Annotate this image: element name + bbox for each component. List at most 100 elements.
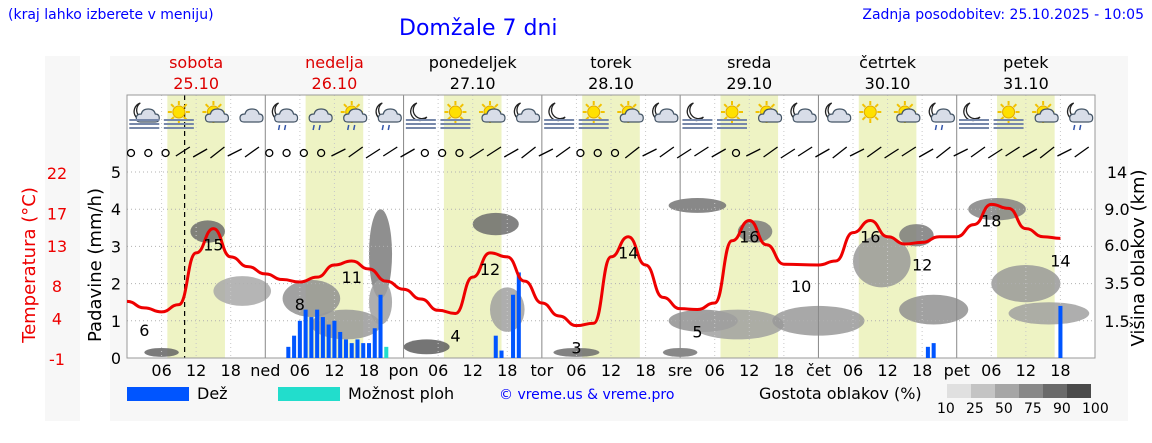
day-name: nedelja: [305, 53, 364, 72]
legend-rain-label: Dež: [197, 384, 228, 403]
wind-calm-marker: [265, 148, 274, 158]
sun-cloud-icon: [479, 101, 506, 123]
density-tick: 100: [1082, 401, 1109, 417]
wind-calm-marker: [161, 148, 170, 158]
moon-cloud-rain-icon: [375, 102, 402, 131]
legend-rain: Dež: [127, 384, 228, 403]
day-name: sreda: [727, 53, 771, 72]
hour-tick: 18: [774, 361, 794, 380]
precip-tick: 2: [111, 275, 121, 294]
rain-bar: [931, 343, 936, 358]
cloud-height-tick: 6.0: [1104, 236, 1129, 255]
rain-bar: [309, 317, 314, 358]
wind-barb: [1074, 146, 1090, 158]
density-tick: 50: [995, 401, 1013, 417]
hour-tick: 18: [359, 361, 379, 380]
precip-axis-label: Padavine (mm/h): [85, 188, 106, 342]
hour-tick: 18: [497, 361, 517, 380]
wind-barb: [192, 148, 208, 158]
location-note: (kraj lahko izberete v meniju): [8, 7, 214, 23]
day-short-label: ned: [250, 361, 280, 380]
hour-tick: 06: [428, 361, 448, 380]
cloud-density-area: [553, 347, 600, 357]
day-date: 29.10: [726, 74, 772, 93]
cloud-density-area: [369, 209, 393, 299]
wind-barb: [538, 148, 554, 157]
day-date: 25.10: [173, 74, 219, 93]
day-date: 26.10: [312, 74, 358, 93]
rain-bar: [338, 331, 343, 358]
wind-calm-marker: [610, 148, 620, 158]
density-tick: 25: [966, 401, 984, 417]
cloud-density-area: [282, 279, 341, 318]
density-swatch: [995, 384, 1019, 398]
density-swatch: [1043, 384, 1067, 398]
hour-tick: 18: [912, 361, 932, 380]
legend-shower-swatch: [278, 386, 340, 401]
wind-barb: [210, 146, 225, 159]
temperature-line: [126, 202, 1061, 328]
rain-bar: [366, 343, 372, 358]
cloud-height-tick: 9.0: [1104, 200, 1129, 219]
density-swatch: [1019, 384, 1043, 398]
temperature-tick: -1: [49, 350, 65, 369]
hour-tick: 12: [186, 361, 206, 380]
rain-bar: [516, 272, 521, 358]
temperature-label: 4: [450, 327, 460, 346]
wind-barb: [797, 146, 813, 157]
sun-cloud-icon: [893, 101, 921, 123]
legend-shower: Možnost ploh: [278, 384, 454, 403]
wind-barb: [400, 148, 415, 158]
density-tick: 75: [1024, 401, 1042, 417]
plot-frame: [126, 94, 1096, 359]
density-swatch: [971, 384, 995, 398]
cloud-density-area: [213, 276, 272, 306]
hour-tick: 06: [705, 361, 725, 380]
day-short-label: pet: [944, 361, 970, 380]
wind-barb: [953, 148, 969, 157]
wind-barb: [763, 146, 778, 158]
day-date: 28.10: [588, 74, 634, 93]
rain-bar: [361, 343, 366, 358]
wind-barb: [936, 146, 951, 159]
wind-calm-marker: [455, 148, 464, 158]
wind-barb: [970, 146, 986, 158]
hour-tick: 06: [566, 361, 586, 380]
cloud-height-tick: 14: [1107, 163, 1127, 182]
daylight-band: [582, 95, 640, 358]
day-date: 31.10: [1003, 74, 1049, 93]
rain-bar: [925, 346, 930, 358]
moon-cloud-rain-icon: [271, 102, 299, 131]
cloud-height-tick: 3.5: [1104, 274, 1129, 293]
sun-icon: [859, 101, 882, 123]
sun-cloud-icon: [202, 101, 230, 123]
temperature-label: 5: [692, 322, 702, 341]
sun-cloud-rain-icon: [340, 101, 368, 131]
legend-shower-label: Možnost ploh: [348, 384, 455, 403]
wind-barb: [348, 146, 364, 158]
temperature-tick: 22: [47, 164, 67, 183]
wind-calm-marker: [731, 148, 741, 158]
hour-tick: 12: [1016, 361, 1036, 380]
day-date: 27.10: [450, 74, 496, 93]
wind-barb: [676, 148, 692, 159]
day-name: petek: [1003, 53, 1049, 72]
wind-calm-marker: [282, 148, 291, 158]
wind-barb: [521, 146, 536, 159]
temperature-label: 12: [480, 260, 500, 279]
wind-barb: [244, 146, 260, 158]
legend-rain-swatch: [127, 386, 189, 401]
moon-fog-icon: [682, 102, 713, 129]
day-short-label: pon: [389, 361, 419, 380]
credit-link[interactable]: © vreme.us & vreme.pro: [499, 387, 675, 403]
temperature-label: 18: [981, 211, 1001, 230]
cloud-density-area: [899, 294, 969, 325]
cloud-density-area: [144, 347, 179, 357]
rain-bar: [499, 350, 504, 358]
cloud-density-area: [472, 212, 519, 236]
density-swatch: [947, 384, 971, 398]
precip-tick: 0: [111, 349, 121, 368]
day-short-label: tor: [531, 361, 554, 380]
rain-bar: [332, 320, 337, 358]
wind-calm-marker: [144, 148, 153, 158]
